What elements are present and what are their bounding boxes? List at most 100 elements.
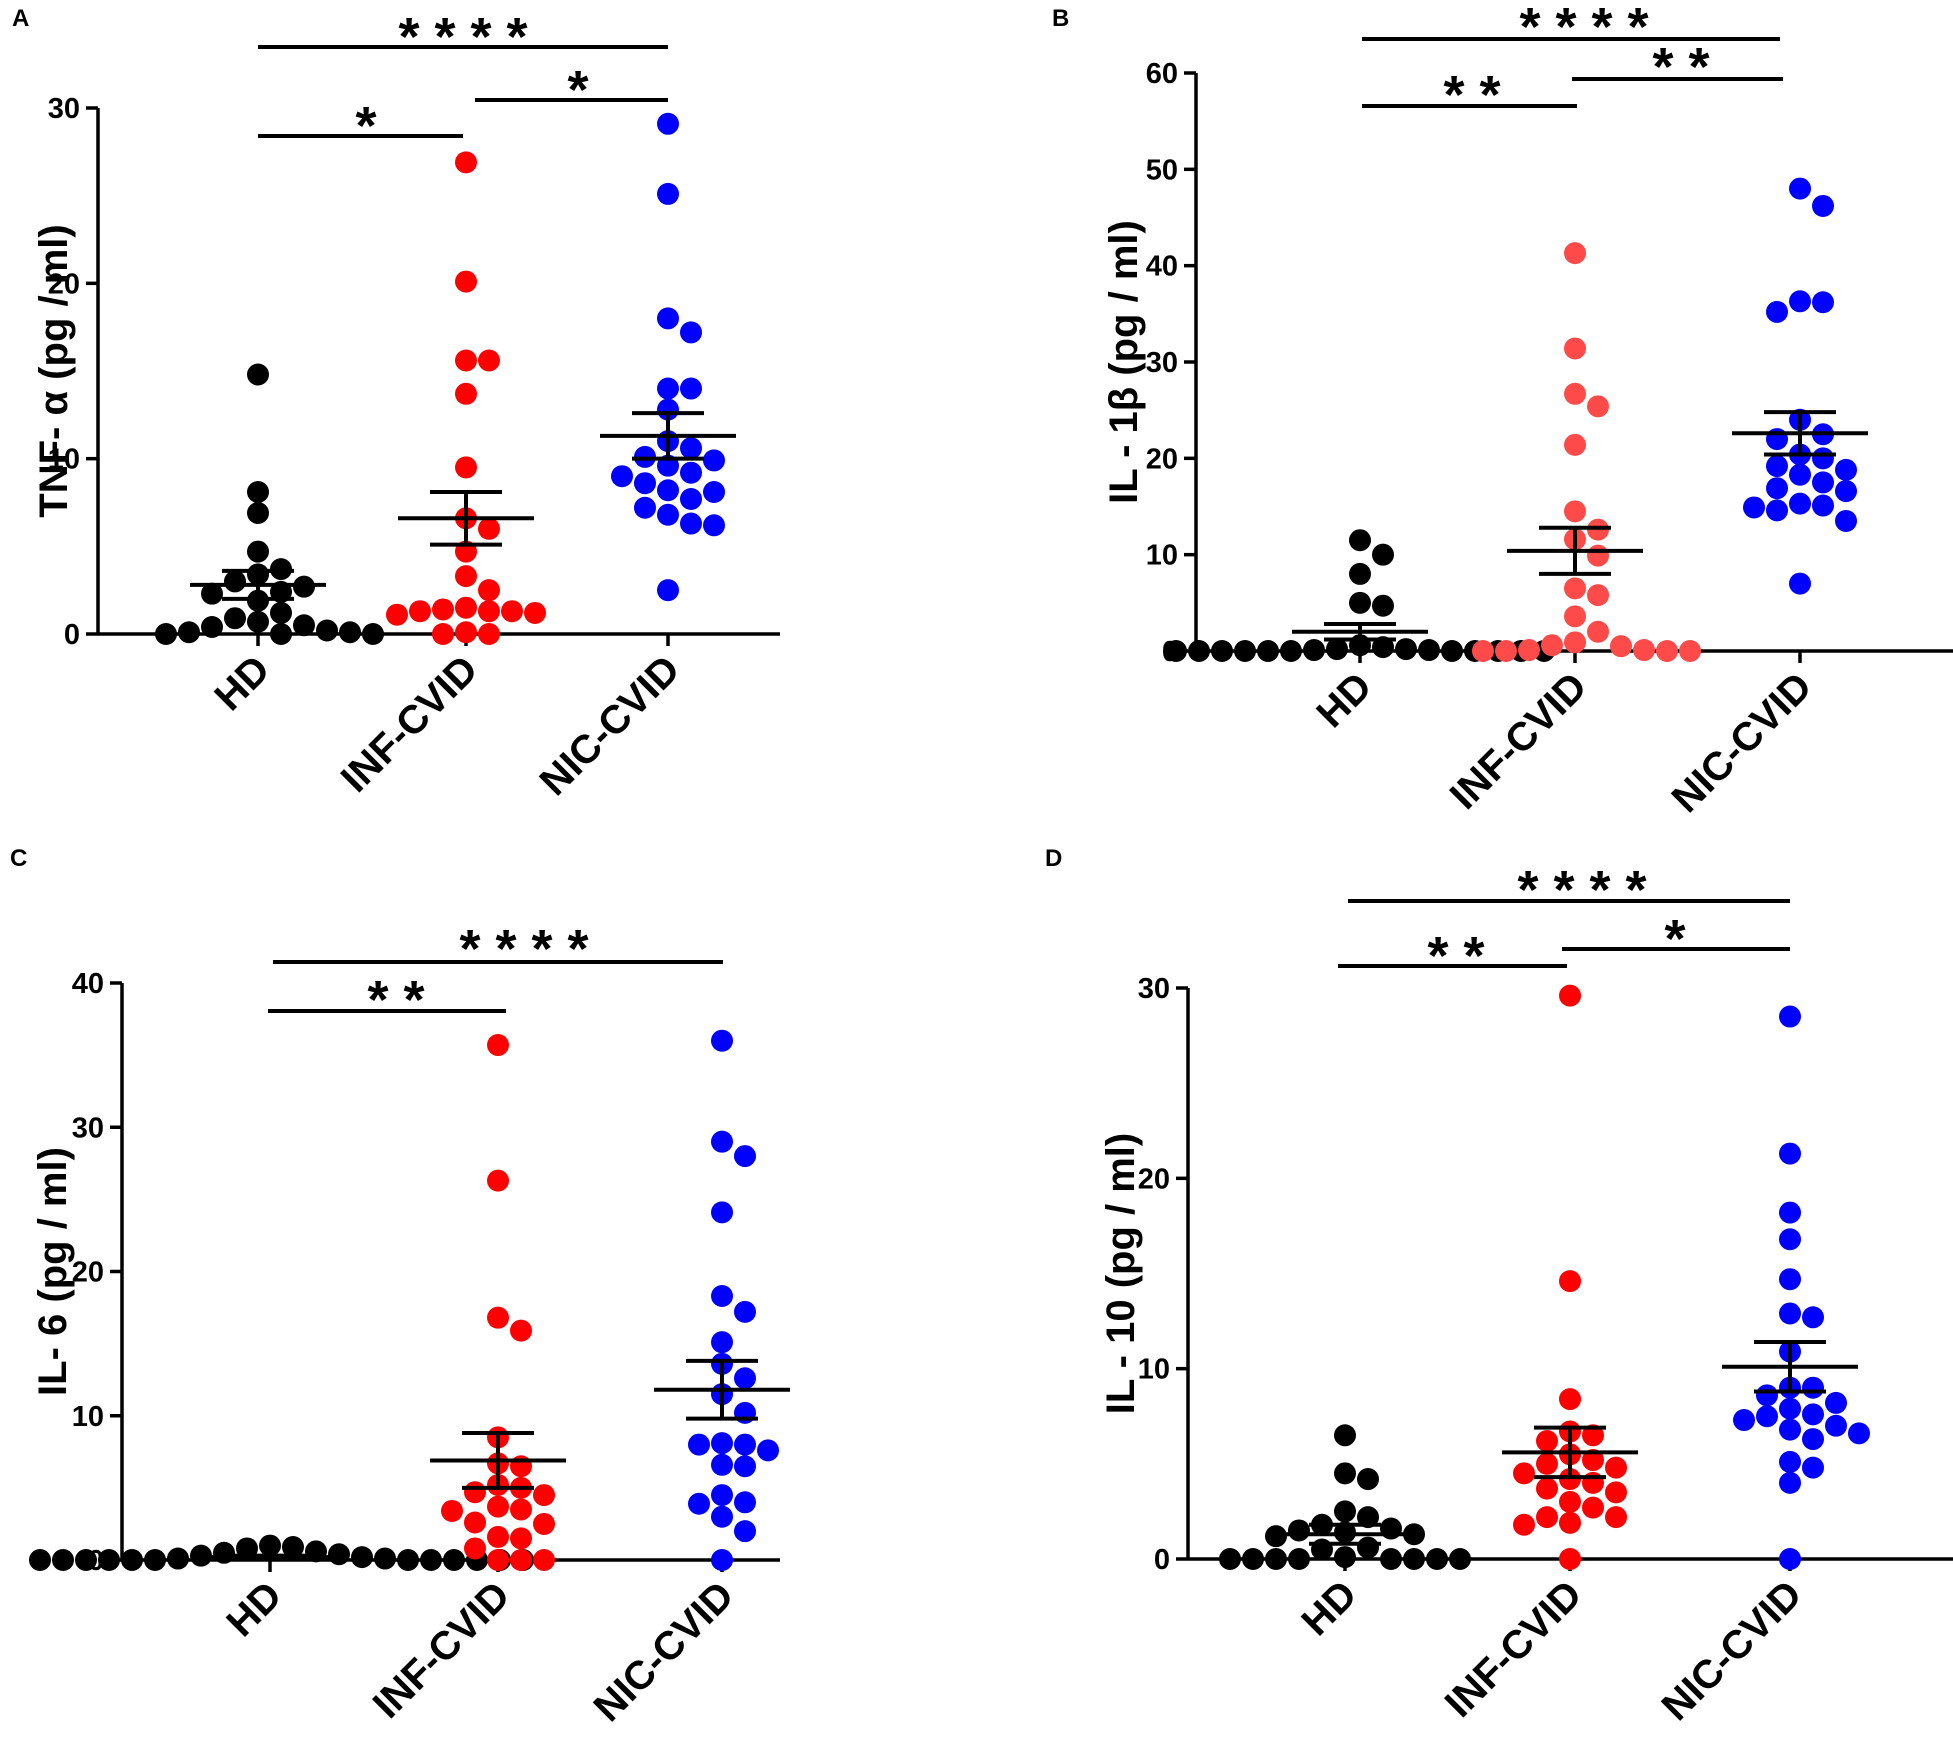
data-point <box>680 377 702 400</box>
data-point <box>455 270 477 293</box>
data-point <box>1564 242 1586 265</box>
data-point <box>1789 290 1811 313</box>
data-point <box>455 382 477 405</box>
data-point <box>1265 1548 1287 1570</box>
data-point <box>213 1541 235 1564</box>
data-point <box>190 1544 212 1567</box>
data-point <box>1357 1506 1379 1529</box>
data-point <box>1587 584 1609 607</box>
data-point <box>1605 1456 1627 1479</box>
data-point <box>432 623 454 645</box>
panel-B: B0102030405060IL - 1β (pg / ml)HDINF-CVI… <box>1052 0 1953 821</box>
data-point <box>703 514 725 537</box>
data-point <box>1802 1456 1824 1479</box>
data-point <box>1334 1424 1356 1447</box>
data-point <box>510 1527 532 1550</box>
data-point <box>657 377 679 400</box>
data-point <box>121 1549 143 1571</box>
data-point <box>1582 1449 1604 1472</box>
data-point <box>1779 1268 1801 1291</box>
series-HD <box>29 1534 534 1571</box>
data-point <box>1242 1548 1264 1570</box>
data-point <box>711 1201 733 1224</box>
y-axis-label: IL - 10 (pg / ml) <box>1099 1133 1143 1415</box>
data-point <box>657 579 679 602</box>
data-point <box>1559 1270 1581 1293</box>
data-point <box>478 623 500 645</box>
data-point <box>1559 1388 1581 1411</box>
data-point <box>98 1549 120 1571</box>
data-point <box>455 565 477 588</box>
data-point <box>1559 984 1581 1007</box>
data-point <box>1536 1452 1558 1475</box>
data-point <box>680 461 702 484</box>
series-HD <box>1165 529 1555 662</box>
data-point <box>1349 591 1371 614</box>
data-point <box>688 1433 710 1456</box>
data-point <box>293 614 315 637</box>
x-category-label: INF-CVID <box>333 647 487 801</box>
data-point <box>1789 572 1811 595</box>
data-point <box>1288 1519 1310 1542</box>
data-point <box>657 307 679 330</box>
data-point <box>1536 1429 1558 1452</box>
panel-C: C010203040IL- 6 (pg / ml)HDINF-CVIDNIC-C… <box>10 845 790 1730</box>
data-point <box>1265 1525 1287 1548</box>
series-INF-CVID <box>1502 984 1638 1570</box>
significance-label: * <box>567 60 588 120</box>
data-point <box>1766 300 1788 323</box>
data-point <box>1357 1468 1379 1491</box>
data-point <box>1789 177 1811 200</box>
data-point <box>1835 458 1857 481</box>
significance-label: * * * * <box>398 7 527 67</box>
data-point <box>1449 1548 1471 1570</box>
panel-letter: D <box>1045 845 1062 872</box>
data-point <box>510 1319 532 1342</box>
data-point <box>1495 640 1517 662</box>
data-point <box>362 623 384 645</box>
y-tick-label: 40 <box>1146 251 1178 283</box>
data-point <box>1766 477 1788 500</box>
y-tick-label: 10 <box>72 1401 104 1433</box>
data-point <box>247 480 269 503</box>
x-category-label: NIC-CVID <box>1664 664 1821 821</box>
data-point <box>1605 1481 1627 1504</box>
data-point <box>1559 1511 1581 1534</box>
data-point <box>339 621 361 644</box>
data-point <box>1441 640 1463 662</box>
data-point <box>1633 639 1655 662</box>
series-NIC-CVID <box>1732 177 1868 595</box>
significance-label: * * <box>1443 65 1500 125</box>
data-point <box>711 1331 733 1354</box>
data-point <box>703 480 725 503</box>
data-point <box>328 1543 350 1566</box>
data-point <box>510 1498 532 1521</box>
data-point <box>397 1549 419 1571</box>
data-point <box>1779 1418 1801 1441</box>
series-INF-CVID <box>1472 242 1701 662</box>
panel-letter: C <box>10 845 27 872</box>
data-point <box>1395 638 1417 661</box>
data-point <box>1372 636 1394 659</box>
data-point <box>734 1300 756 1323</box>
data-point <box>1403 1523 1425 1546</box>
data-point <box>464 1537 486 1560</box>
data-point <box>282 1536 304 1559</box>
data-point <box>757 1439 779 1462</box>
data-point <box>634 496 656 519</box>
data-point <box>1812 494 1834 517</box>
x-category-label: INF-CVID <box>365 1573 519 1727</box>
data-point <box>75 1549 97 1571</box>
data-point <box>464 1511 486 1534</box>
data-point <box>1536 1477 1558 1500</box>
data-point <box>1779 1228 1801 1251</box>
data-point <box>478 579 500 602</box>
panel-letter: A <box>12 5 29 32</box>
data-point <box>455 349 477 372</box>
significance-label: * * * * <box>1519 0 1648 57</box>
y-tick-label: 30 <box>72 1112 104 1144</box>
y-tick-label: 0 <box>64 619 80 651</box>
data-point <box>1357 1536 1379 1559</box>
x-category-label: NIC-CVID <box>1654 1572 1811 1729</box>
